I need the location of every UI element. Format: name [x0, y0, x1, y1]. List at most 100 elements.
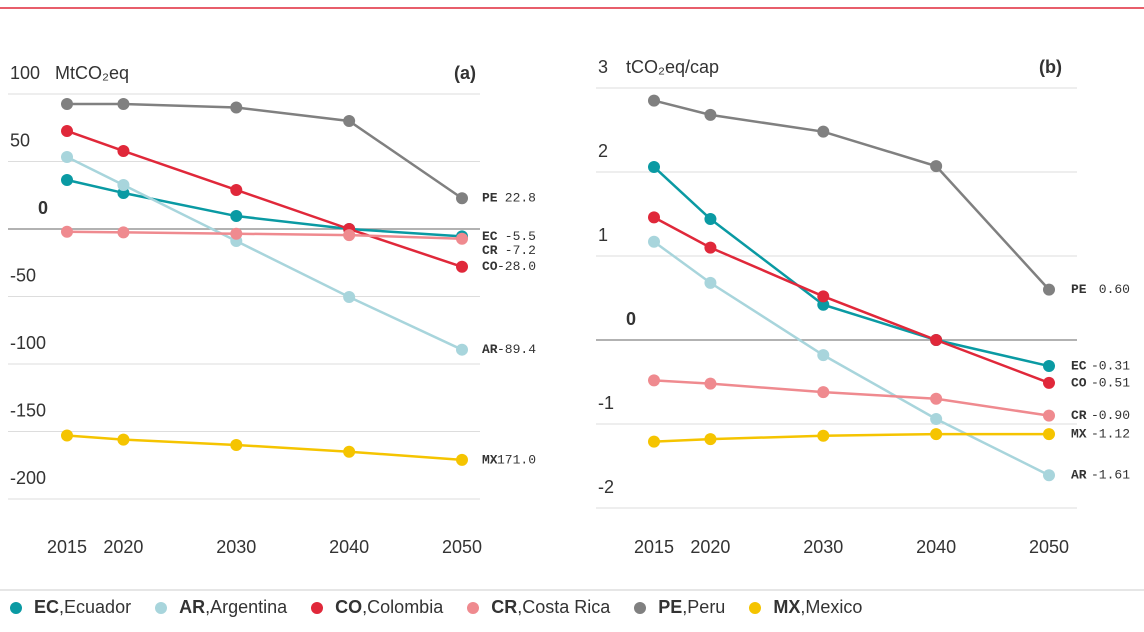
data-point — [704, 108, 717, 121]
end-label-code: CR — [482, 243, 498, 258]
series-line — [653, 99, 1050, 291]
end-label-code: MX — [482, 452, 498, 467]
legend-code: CR — [491, 597, 522, 618]
data-point — [456, 260, 468, 273]
legend-code: CO — [335, 597, 367, 618]
x-tick-label: 2020 — [103, 537, 143, 557]
x-tick-label: 2040 — [329, 537, 369, 557]
panel-title: (a) — [454, 63, 476, 83]
data-point — [930, 334, 943, 346]
x-tick-label: 2030 — [803, 537, 843, 557]
data-point — [648, 235, 660, 248]
data-point — [61, 429, 73, 442]
legend-swatch — [311, 601, 324, 614]
end-label-value: 22.8 — [505, 191, 536, 206]
legend-code: PE — [658, 597, 687, 618]
legend-name: Mexico — [805, 597, 863, 617]
panel-title: (b) — [1039, 57, 1062, 77]
data-point — [230, 101, 243, 114]
legend-code: AR — [179, 597, 210, 618]
data-point — [61, 173, 73, 186]
data-point — [456, 453, 468, 466]
y-tick-label: -100 — [10, 333, 46, 353]
data-point — [704, 377, 717, 390]
end-label-value: -1.12 — [1091, 427, 1130, 442]
x-tick-label: 2015 — [634, 537, 674, 557]
series-line — [653, 216, 1050, 385]
end-label-value: -171.0 — [489, 452, 536, 467]
end-label-code: EC — [1071, 358, 1087, 373]
data-point — [61, 151, 73, 164]
data-point — [704, 213, 717, 226]
end-label-value: -0.90 — [1091, 408, 1130, 423]
data-point — [343, 291, 356, 304]
data-point — [456, 232, 468, 245]
legend-name: Costa Rica — [522, 597, 611, 617]
data-point — [343, 445, 356, 458]
data-point — [704, 276, 717, 289]
legend-code: MX — [773, 597, 805, 618]
end-label-code: AR — [1071, 468, 1087, 483]
end-label-value: 0.60 — [1099, 282, 1130, 297]
data-point — [117, 226, 130, 239]
data-point — [61, 124, 73, 137]
data-point — [817, 290, 830, 303]
y-tick-label: -1 — [598, 393, 614, 413]
data-point — [456, 343, 468, 356]
legend-item: CRCosta Rica — [467, 597, 610, 618]
end-label-code: CO — [1071, 375, 1087, 390]
end-label-value: -28.0 — [497, 259, 536, 274]
data-point — [117, 97, 130, 110]
x-tick-label: 2050 — [442, 537, 482, 557]
end-label-value: -0.51 — [1091, 375, 1130, 390]
series-line — [653, 166, 1050, 368]
y-tick-label: -200 — [10, 468, 46, 488]
y-tick-label: 100 — [10, 63, 40, 83]
legend-name: Ecuador — [64, 597, 132, 617]
data-point — [930, 412, 943, 425]
legend-swatch — [634, 601, 647, 614]
data-point — [648, 94, 660, 107]
end-label-code: MX — [1071, 427, 1087, 442]
legend-code: EC — [34, 597, 64, 618]
end-label-value: -5.5 — [505, 229, 536, 244]
data-point — [117, 178, 130, 191]
data-point — [230, 183, 243, 196]
y-tick-label: 3 — [598, 57, 608, 77]
y-tick-label: -50 — [10, 265, 36, 285]
data-point — [1043, 409, 1055, 422]
end-label-value: -7.2 — [505, 243, 536, 258]
end-label-code: CO — [482, 259, 498, 274]
data-point — [61, 225, 73, 238]
data-point — [1043, 469, 1055, 482]
end-label-value: -89.4 — [497, 342, 536, 357]
y-axis-label: tCO₂eq/cap — [626, 57, 719, 77]
end-label-code: PE — [482, 191, 498, 206]
legend: ECEcuador ARArgentina COColombia CRCosta Ri… — [10, 597, 886, 618]
x-tick-label: 2050 — [1029, 537, 1069, 557]
data-point — [817, 349, 830, 362]
x-tick-label: 2020 — [690, 537, 730, 557]
data-point — [61, 97, 73, 110]
legend-swatch — [749, 601, 762, 614]
data-point — [817, 298, 830, 311]
x-tick-label: 2015 — [47, 537, 87, 557]
data-point — [1043, 376, 1055, 389]
y-tick-label: 0 — [626, 309, 636, 329]
y-axis-label: MtCO₂eq — [55, 63, 129, 83]
data-point — [930, 392, 943, 405]
legend-name: Colombia — [367, 597, 444, 617]
data-point — [817, 429, 830, 442]
legend-item: ECEcuador — [10, 597, 131, 618]
y-tick-label: 50 — [10, 130, 30, 150]
end-label-code: EC — [482, 229, 498, 244]
legend-swatch — [10, 601, 22, 614]
data-point — [648, 160, 660, 173]
legend-swatch — [155, 601, 168, 614]
y-tick-label: 0 — [38, 198, 48, 218]
data-point — [1043, 283, 1055, 296]
legend-item: PEPeru — [634, 597, 725, 618]
legend-item: COColombia — [311, 597, 443, 618]
